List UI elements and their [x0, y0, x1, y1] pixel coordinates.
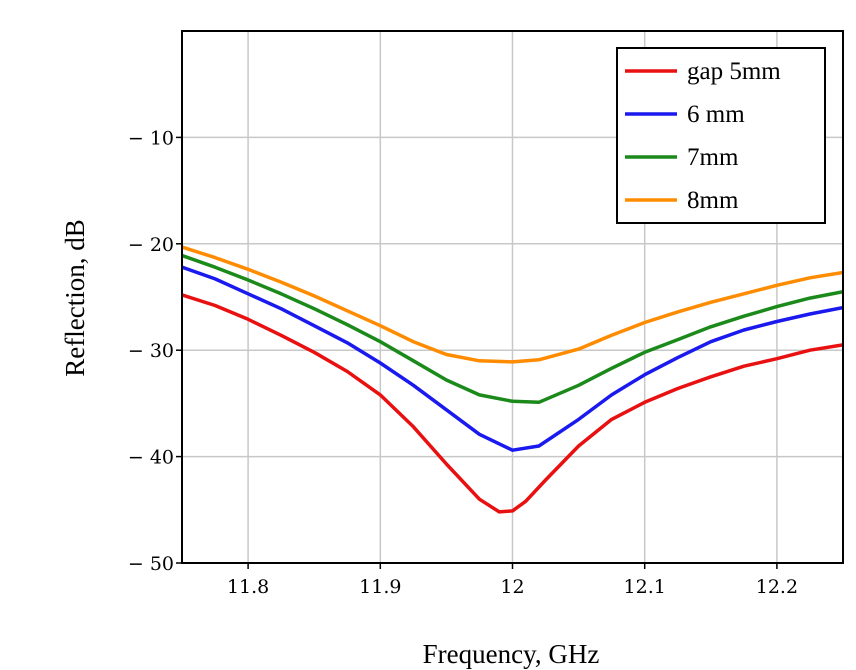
x-axis-title: Frequency, GHz — [423, 639, 600, 669]
x-tick-label-3: 12.1 — [624, 576, 666, 598]
series-line-1 — [182, 293, 843, 514]
x-tick-label-0: 11.8 — [227, 576, 269, 598]
legend-label-3: 7mm — [687, 144, 739, 171]
x-tick-label-1: 11.9 — [359, 576, 401, 598]
y-tick-label-2: − 30 — [128, 340, 174, 362]
series-line-3 — [182, 253, 843, 405]
legend: gap 5mm 6 mm 7mm 8mm — [616, 47, 826, 224]
legend-label-4: 8mm — [687, 187, 739, 214]
y-axis-title: Reflection, dB — [60, 219, 90, 376]
y-tick-label-0: − 10 — [128, 127, 174, 149]
series-line-2 — [182, 265, 843, 452]
legend-label-1: gap 5mm — [687, 58, 781, 85]
x-tick-label-2: 12 — [500, 576, 524, 598]
y-tick-label-4: − 50 — [128, 553, 174, 575]
legend-box — [616, 47, 826, 224]
y-tick-label-3: − 40 — [128, 447, 174, 469]
x-axis-ticks: 11.8 11.9 12 12.1 12.2 — [227, 563, 798, 598]
series-layer — [182, 245, 843, 514]
y-axis-ticks: − 10 − 20 − 30 − 40 − 50 — [128, 127, 182, 575]
y-tick-label-1: − 20 — [128, 234, 174, 256]
x-tick-label-4: 12.2 — [756, 576, 798, 598]
series-line-4 — [182, 245, 843, 364]
legend-label-2: 6 mm — [687, 101, 745, 128]
